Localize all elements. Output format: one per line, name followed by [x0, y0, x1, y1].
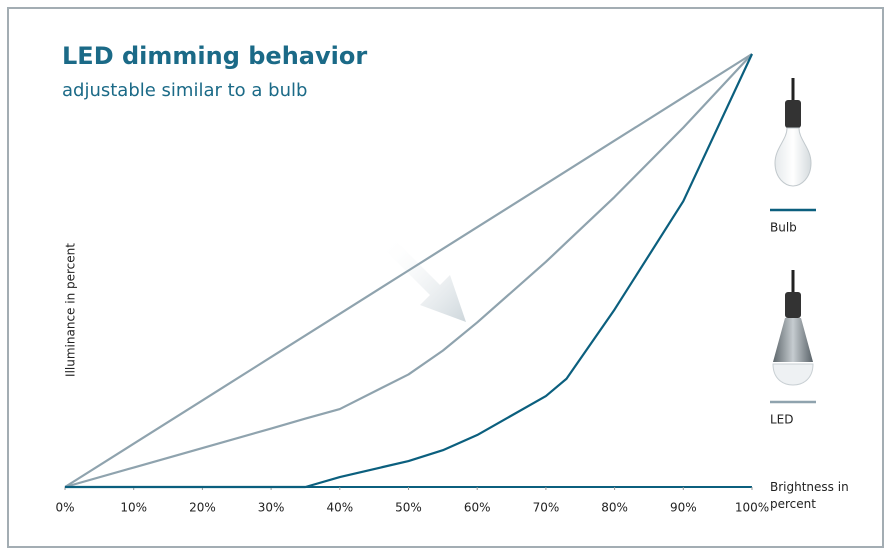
x-tick-label: 0% — [55, 501, 74, 515]
arrow — [385, 240, 466, 322]
x-axis-label: Brightness in percent — [770, 480, 849, 511]
x-tick-label: 10% — [120, 501, 147, 515]
line-series — [64, 53, 753, 489]
bulb-icon — [774, 78, 812, 187]
legend-label: Bulb — [770, 221, 797, 235]
chart-title: LED dimming behavior — [62, 42, 367, 70]
chart-subtitle: adjustable similar to a bulb — [62, 80, 307, 101]
x-axis-label-text: Brightness in — [770, 480, 849, 494]
y-axis-label: Illuminance in percent — [64, 243, 78, 377]
line-series — [65, 53, 753, 489]
x-tick-label: 40% — [326, 501, 353, 515]
legend-label: LED — [770, 413, 794, 427]
x-tick-label: 100% — [735, 501, 769, 515]
x-tick-label: 70% — [533, 501, 560, 515]
x-tick-label: 60% — [464, 501, 491, 515]
led-icon — [772, 270, 814, 386]
x-tick-label: 80% — [601, 501, 628, 515]
x-tick-label: 20% — [189, 501, 216, 515]
x-tick-label: 30% — [258, 501, 285, 515]
x-tick-label: 90% — [670, 501, 697, 515]
frame — [7, 7, 884, 548]
line-series — [64, 53, 753, 488]
x-tick-label: 50% — [395, 501, 422, 515]
